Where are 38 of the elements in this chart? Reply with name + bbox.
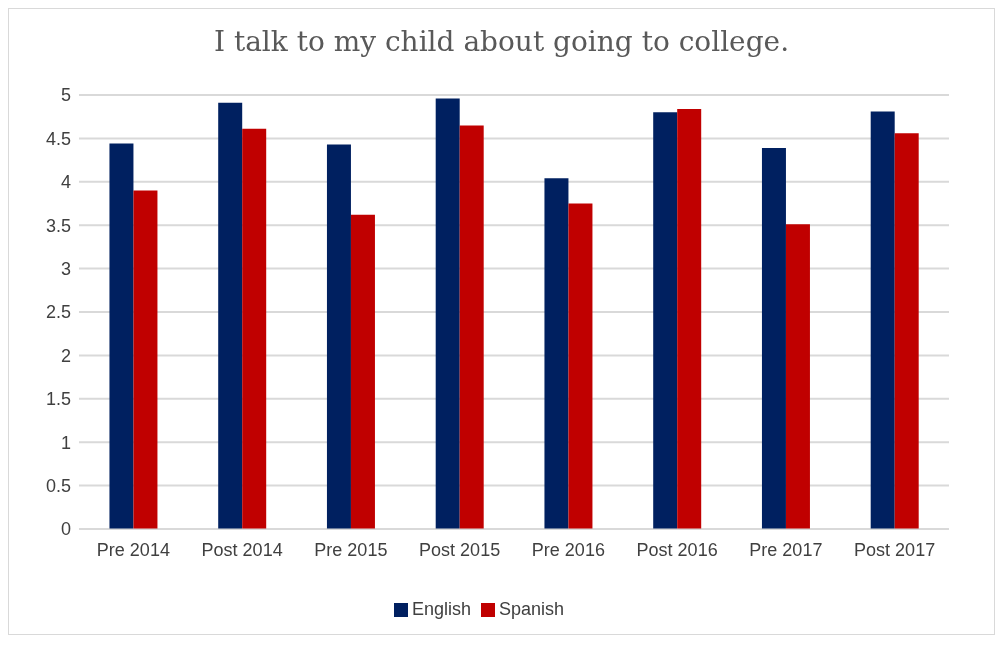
- x-tick-label: Pre 2014: [96, 539, 170, 560]
- y-tick-label: 0.5: [45, 475, 71, 496]
- x-tick-label: Post 2016: [636, 539, 718, 560]
- bar: [653, 112, 678, 529]
- bar: [677, 108, 702, 529]
- y-tick-label: 4.5: [45, 128, 71, 149]
- y-tick-label: 1: [60, 432, 71, 453]
- bar: [435, 98, 460, 529]
- bar: [459, 125, 484, 529]
- bar: [218, 102, 243, 529]
- bar: [544, 178, 569, 529]
- x-tick-label: Pre 2016: [531, 539, 605, 560]
- x-tick-label: Pre 2017: [749, 539, 823, 560]
- x-tick-label: Post 2014: [201, 539, 283, 560]
- y-tick-label: 3.5: [45, 215, 71, 236]
- bar: [785, 224, 810, 529]
- bar: [326, 144, 351, 529]
- bar: [761, 147, 786, 529]
- y-tick-label: 5: [60, 85, 71, 106]
- y-tick-label: 3: [60, 258, 71, 279]
- x-tick-label: Post 2017: [854, 539, 936, 560]
- bar: [870, 111, 895, 529]
- bar: [109, 143, 134, 529]
- chart-title: I talk to my child about going to college.: [212, 24, 791, 60]
- legend-label: English: [411, 599, 471, 619]
- y-tick-label: 2: [60, 345, 71, 366]
- bar: [242, 128, 267, 529]
- legend-label: Spanish: [498, 599, 565, 619]
- y-tick-label: 0: [60, 519, 71, 540]
- bar: [133, 190, 158, 529]
- x-tick-label: Pre 2015: [314, 539, 388, 560]
- bar: [568, 203, 593, 529]
- x-tick-label: Post 2015: [419, 539, 501, 560]
- y-tick-label: 2.5: [45, 302, 71, 323]
- y-tick-label: 1.5: [45, 389, 71, 410]
- bar: [350, 214, 375, 529]
- bar: [894, 133, 919, 529]
- y-tick-label: 4: [60, 172, 71, 193]
